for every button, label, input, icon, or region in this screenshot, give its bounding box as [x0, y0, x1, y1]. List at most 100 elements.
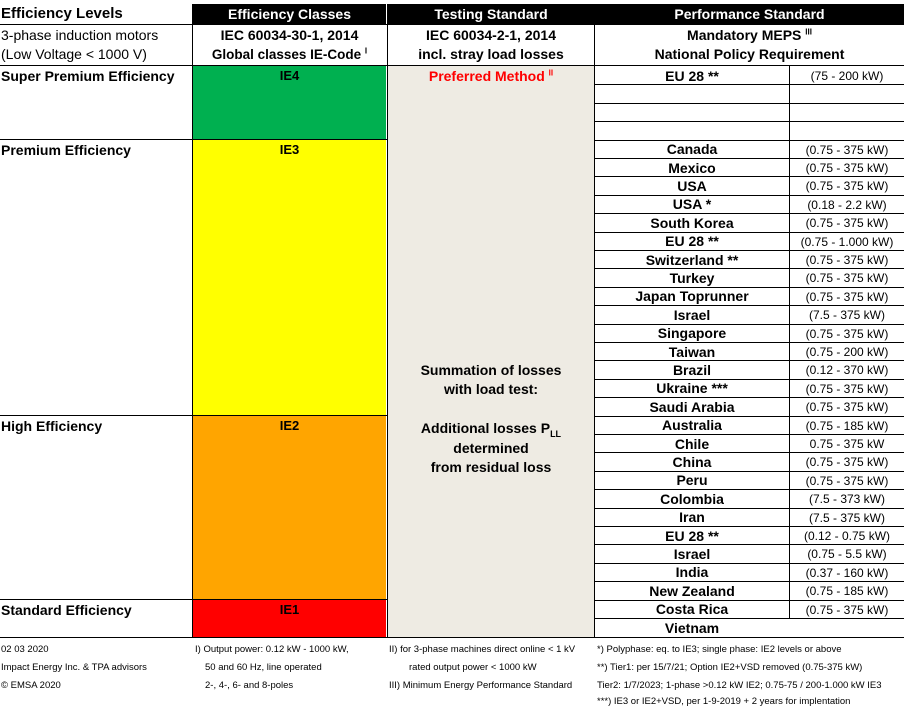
power-range: (0.75 - 375 kW)	[805, 326, 889, 341]
power-range: (0.75 - 375 kW)	[805, 289, 889, 304]
country-name: Ukraine ***	[656, 380, 728, 397]
country-name: EU 28 **	[665, 233, 719, 250]
ie-code-ie1: IE1	[279, 602, 300, 617]
performance-standard-header: Performance Standard	[595, 4, 904, 24]
power-range: (0.12 - 0.75 kW)	[803, 529, 891, 543]
country-name: Turkey	[669, 269, 715, 286]
row-divider	[595, 268, 904, 269]
ie1-band	[193, 600, 386, 637]
ie-code-ie3: IE3	[279, 142, 300, 157]
divider	[0, 599, 387, 600]
divider	[0, 24, 904, 25]
row-divider	[595, 489, 904, 490]
country-name: Peru	[676, 472, 708, 489]
level-name-premium: Premium Efficiency	[1, 142, 131, 158]
testing-standard-header: Testing Standard	[388, 4, 594, 24]
power-range: (0.75 - 375 kW)	[805, 271, 889, 286]
row-divider	[595, 121, 904, 122]
footnote-3: III) Minimum Energy Performance Standard	[389, 680, 573, 691]
power-range: (0.75 - 375 kW)	[805, 161, 889, 175]
power-range: (0.75 - 5.5 kW)	[807, 547, 887, 562]
power-range: (0.75 - 375 kW)	[805, 381, 889, 396]
power-range: (0.75 - 375 kW)	[805, 455, 889, 470]
power-range: (0.75 - 375 kW)	[805, 142, 889, 157]
row-divider	[595, 158, 904, 159]
row-divider	[595, 452, 904, 453]
ie-code-ie2: IE2	[279, 418, 300, 433]
row-divider	[595, 324, 904, 325]
power-range: (0.18 - 2.2 kW)	[807, 197, 887, 212]
row-divider	[595, 213, 904, 214]
divider	[0, 139, 387, 140]
row-divider	[595, 471, 904, 472]
preferred-method-label: Preferred Method	[428, 68, 545, 84]
country-name: Brazil	[672, 361, 712, 378]
footer-credit: Impact Energy Inc. & TPA advisors	[1, 662, 147, 673]
row-divider	[595, 287, 904, 288]
ie-code-ie4: IE4	[279, 68, 300, 83]
footnote-1a: I) Output power: 0.12 kW - 1000 kW,	[195, 644, 349, 655]
level-name-high: High Efficiency	[1, 418, 103, 434]
classes-ie-code: Global classes IE-Code I	[193, 46, 386, 64]
level-name-super-premium: Super Premium Efficiency	[1, 68, 175, 84]
country-name: Taiwan	[668, 343, 716, 360]
divider	[192, 4, 193, 637]
power-range: 0.75 - 375 kW	[809, 437, 885, 451]
mandatory-meps: Mandatory MEPS III	[595, 26, 904, 44]
power-range: (0.75 - 375 kW)	[805, 216, 889, 231]
power-range: (7.5 - 373 kW)	[808, 492, 886, 507]
power-range: (0.75 - 375 kW)	[805, 473, 889, 488]
row-divider	[595, 379, 904, 380]
footnote-1c: 2-, 4-, 6- and 8-poles	[205, 680, 294, 691]
country-name: India	[675, 564, 709, 581]
residual-loss-text: from residual loss	[430, 459, 552, 475]
star-note-3: ***) IE3 or IE2+VSD, per 1-9-2019 + 2 ye…	[597, 696, 851, 707]
power-range: (0.75 - 185 kW)	[805, 584, 889, 599]
classes-footnote-mark: I	[364, 46, 368, 56]
divider	[0, 637, 904, 638]
meps-footnote-mark: III	[805, 27, 812, 37]
additional-losses-label: Additional losses P	[420, 420, 551, 436]
power-range: (7.5 - 375 kW)	[808, 308, 886, 323]
country-name: Japan Toprunner	[635, 288, 749, 305]
row-divider	[595, 416, 904, 417]
row-divider	[595, 397, 904, 398]
country-name: Canada	[666, 141, 718, 158]
mandatory-meps-label: Mandatory MEPS	[687, 27, 802, 43]
row-divider	[595, 600, 904, 601]
row-divider	[595, 360, 904, 361]
star-note-2b: Tier2: 1/7/2023; 1-phase >0.12 kW IE2; 0…	[597, 680, 882, 691]
power-range: (0.75 - 375 kW)	[805, 253, 889, 267]
divider	[387, 4, 388, 637]
country-name: Israel	[673, 306, 711, 323]
power-range: (7.5 - 375 kW)	[808, 510, 886, 525]
star-note-1: *) Polyphase: eq. to IE3; single phase: …	[597, 644, 842, 655]
classes-ie-code-label: Global classes IE-Code	[211, 47, 362, 62]
country-name: Iran	[679, 509, 705, 526]
divider	[0, 415, 387, 416]
country-name: Australia	[662, 417, 722, 434]
country-name: Colombia	[660, 490, 724, 507]
power-range: (0.75 - 375 kW)	[805, 400, 889, 415]
divider	[0, 65, 904, 66]
row-divider	[595, 434, 904, 435]
row-divider	[595, 305, 904, 306]
testing-stray-losses: incl. stray load losses	[418, 46, 564, 62]
power-range: (0.37 - 160 kW)	[805, 565, 889, 580]
levels-subtitle-2: (Low Voltage < 1000 V)	[1, 46, 147, 62]
country-name: Switzerland **	[645, 251, 739, 268]
additional-losses: Additional losses PLL	[388, 419, 594, 443]
row-divider	[595, 618, 904, 619]
summation-line-2: with load test:	[443, 381, 539, 397]
testing-standard-code: IEC 60034-2-1, 2014	[426, 27, 556, 43]
ie3-band	[193, 140, 386, 415]
ie2-band	[193, 416, 386, 599]
country-name: Vietnam	[664, 619, 720, 636]
footnote-2a: II) for 3-phase machines direct online <…	[389, 644, 576, 655]
ie4-band	[193, 66, 386, 139]
level-name-standard: Standard Efficiency	[1, 602, 132, 618]
divider	[594, 4, 595, 637]
row-divider	[595, 581, 904, 582]
determined-text: determined	[453, 440, 529, 456]
efficiency-levels-title: Efficiency Levels	[1, 5, 123, 22]
